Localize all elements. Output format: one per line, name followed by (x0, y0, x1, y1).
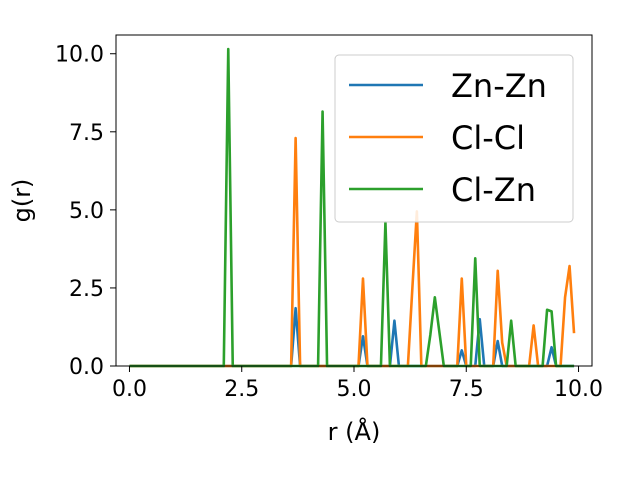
x-tick-label: 2.5 (224, 377, 259, 402)
x-tick-label: 0.0 (112, 377, 147, 402)
x-tick-label: 10.0 (554, 377, 603, 402)
x-axis-label: r (Å) (328, 417, 381, 446)
x-tick-label: 7.5 (449, 377, 484, 402)
y-tick-label: 0.0 (69, 355, 104, 380)
x-tick-label: 5.0 (337, 377, 372, 402)
axes: 0.0 2.5 5.0 7.5 10.0 0.0 2.5 5.0 7.5 10.0 (55, 34, 603, 402)
y-tick-label: 5.0 (69, 199, 104, 224)
legend-label-zn-zn: Zn-Zn (451, 67, 547, 105)
legend-box (334, 54, 574, 223)
y-tick-label: 2.5 (69, 277, 104, 302)
legend-label-cl-cl: Cl-Cl (451, 119, 525, 157)
y-tick-label: 7.5 (69, 121, 104, 146)
legend: Zn-Zn Cl-Cl Cl-Zn (334, 54, 574, 223)
legend-label-cl-zn: Cl-Zn (451, 171, 536, 209)
y-axis-label: g(r) (8, 179, 36, 223)
y-tick-label: 10.0 (55, 43, 104, 68)
